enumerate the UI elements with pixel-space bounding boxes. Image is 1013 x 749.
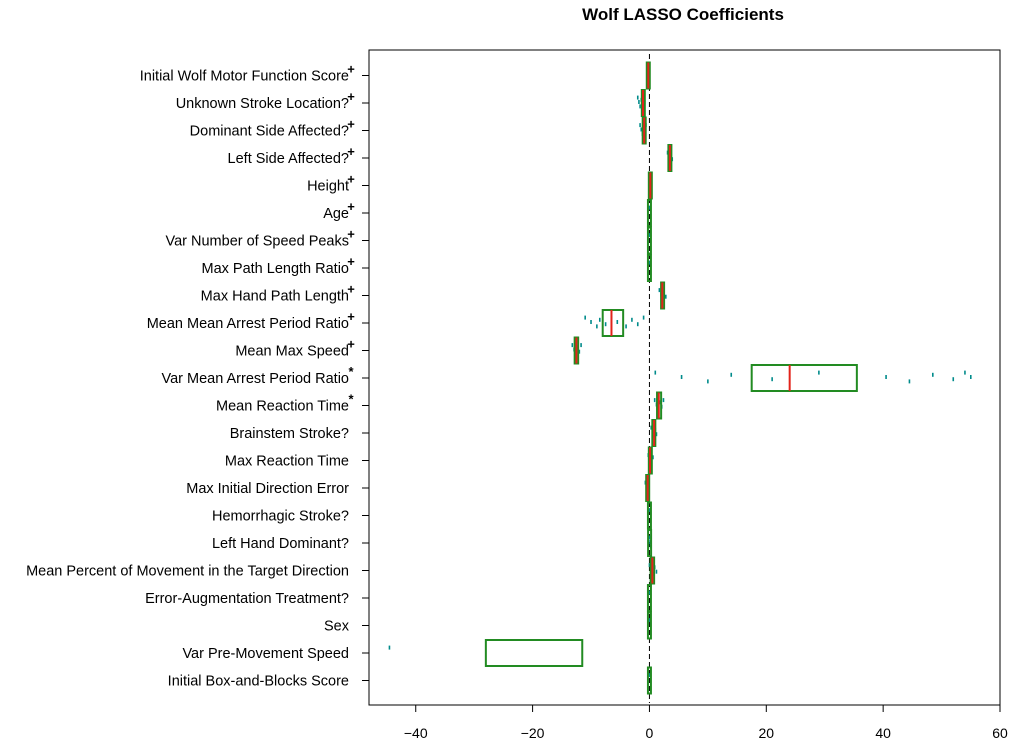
y-tick-label: Max Path Length Ratio <box>201 261 349 277</box>
box <box>646 199 652 227</box>
y-tick-label: Max Hand Path Length <box>201 289 349 305</box>
variable-row-marks <box>658 281 667 310</box>
box <box>646 501 652 530</box>
marks-layer <box>388 61 972 695</box>
variable-row-marks <box>647 529 653 557</box>
variable-row-marks <box>571 336 582 365</box>
x-tick-label: 60 <box>992 725 1008 741</box>
box <box>646 584 652 612</box>
y-tick-label: Max Reaction Time <box>225 454 349 470</box>
significance-marker: * <box>348 364 354 379</box>
significance-marker: + <box>347 62 355 77</box>
y-tick-label: Initial Box-and-Blocks Score <box>168 674 349 690</box>
y-tick-label: Mean Percent of Movement in the Target D… <box>26 564 349 580</box>
x-tick-label: −20 <box>521 725 545 741</box>
y-tick-label: Var Mean Arrest Period Ratio <box>161 371 349 387</box>
box <box>750 364 858 392</box>
plot-frame <box>368 49 1001 706</box>
variable-row-marks <box>653 391 665 420</box>
y-axis: Initial Wolf Motor Function Score+Unknow… <box>26 62 369 690</box>
variable-row-marks <box>646 611 652 640</box>
y-tick-label: Dominant Side Affected? <box>190 124 349 140</box>
y-tick-label: Error-Augmentation Treatment? <box>145 591 349 607</box>
significance-marker: + <box>347 282 355 297</box>
significance-marker: + <box>347 227 355 242</box>
y-tick-label: Var Pre-Movement Speed <box>182 646 349 662</box>
significance-marker: + <box>347 337 355 352</box>
variable-row-marks <box>646 226 652 255</box>
y-tick-label: Hemorrhagic Stroke? <box>212 509 349 525</box>
significance-marker: + <box>347 172 355 187</box>
y-tick-label: Mean Reaction Time <box>216 399 349 415</box>
x-tick-label: 0 <box>646 725 654 741</box>
significance-marker: + <box>347 254 355 269</box>
variable-row-marks <box>647 171 653 200</box>
variable-row-marks <box>646 584 652 612</box>
y-tick-label: Age <box>323 206 349 222</box>
y-tick-label: Brainstem Stroke? <box>230 426 349 442</box>
y-tick-label: Unknown Stroke Location? <box>176 96 349 112</box>
variable-row-marks <box>646 666 652 695</box>
x-tick-label: −40 <box>404 725 428 741</box>
box <box>646 611 652 640</box>
variable-row-marks <box>666 144 674 172</box>
y-tick-label: Initial Wolf Motor Function Score <box>140 69 349 85</box>
variable-row-marks <box>650 419 658 447</box>
y-tick-label: Left Hand Dominant? <box>212 536 349 552</box>
significance-marker: + <box>347 144 355 159</box>
variable-row-marks <box>646 254 652 282</box>
y-tick-label: Left Side Affected? <box>228 151 349 167</box>
y-tick-label: Var Number of Speed Peaks <box>166 234 350 250</box>
variable-row-marks <box>646 501 652 530</box>
variable-row-marks <box>388 639 584 667</box>
box <box>646 226 652 255</box>
box <box>601 309 625 337</box>
x-axis: −40 −20 0 20 40 60 <box>404 705 1008 741</box>
variable-row-marks <box>584 309 645 337</box>
significance-marker: + <box>347 89 355 104</box>
box <box>484 639 584 667</box>
variable-row-marks <box>639 116 647 145</box>
box <box>646 666 652 695</box>
x-tick-label: 20 <box>759 725 775 741</box>
box <box>646 254 652 282</box>
y-tick-label: Mean Max Speed <box>235 344 349 360</box>
chart-title: Wolf LASSO Coefficients <box>582 5 784 24</box>
y-tick-label: Height <box>307 179 349 195</box>
variable-row-marks <box>647 446 654 475</box>
significance-marker: * <box>348 392 354 407</box>
box <box>647 529 653 557</box>
variable-row-marks <box>644 474 651 502</box>
significance-marker: + <box>347 199 355 214</box>
x-tick-label: 40 <box>875 725 891 741</box>
y-tick-label: Max Initial Direction Error <box>186 481 349 497</box>
variable-row-marks <box>645 61 651 90</box>
variable-row-marks <box>646 199 652 227</box>
variable-row-marks <box>636 89 646 117</box>
y-tick-label: Mean Mean Arrest Period Ratio <box>147 316 349 332</box>
variable-row-marks <box>648 556 658 585</box>
significance-marker: + <box>347 117 355 132</box>
significance-marker: + <box>347 309 355 324</box>
y-tick-label: Sex <box>324 619 350 635</box>
variable-row-marks <box>654 364 972 392</box>
